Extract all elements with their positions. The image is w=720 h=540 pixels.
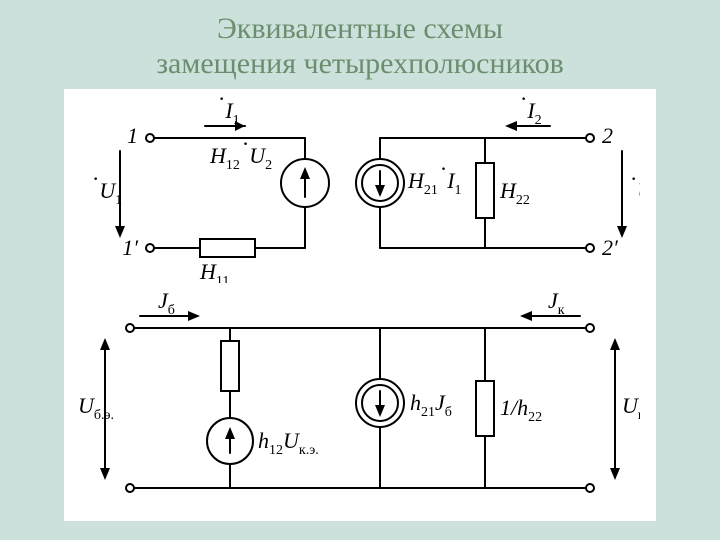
c2-Jb: Jб <box>158 288 175 318</box>
c1-U2: ·U2 <box>630 166 640 208</box>
circuit-2: Jб Jк Uб.э. Uк.э. h12Uк.э. h21Jб 1/h22 <box>80 283 640 513</box>
c1-H21I1: H21·I1 <box>407 156 462 198</box>
c1-U1: ·U1 <box>92 166 122 208</box>
c1-I2: ·I2 <box>520 93 542 128</box>
c2-h21Jb: h21Jб <box>410 390 452 420</box>
slide-title: Эквивалентные схемы замещения четырехпол… <box>0 0 720 89</box>
c2-h12Uke: h12Uк.э. <box>258 428 319 458</box>
title-line-1: Эквивалентные схемы <box>217 12 503 45</box>
c2-Jk: Jк <box>548 288 565 318</box>
c1-I1: ·I1 <box>218 93 240 128</box>
circuit-1: 1 1′ 2 2′ ·I1 ·I2 ·U1 ·U2 H11 H22 H12·U2… <box>80 93 640 283</box>
c1-node-1: 1 <box>127 123 138 148</box>
c1-node-2p: 2′ <box>602 235 619 260</box>
c2-1h22: 1/h22 <box>500 395 542 425</box>
c2-Ube: Uб.э. <box>80 393 114 423</box>
figure-panel: 1 1′ 2 2′ ·I1 ·I2 ·U1 ·U2 H11 H22 H12·U2… <box>64 89 656 521</box>
c1-node-1p: 1′ <box>122 235 139 260</box>
c2-Uke: Uк.э. <box>622 393 640 423</box>
c1-H11: H11 <box>199 259 229 283</box>
c1-node-2: 2 <box>602 123 613 148</box>
c1-H22: H22 <box>499 178 530 208</box>
title-line-2: замещения четырехполюсников <box>156 47 564 80</box>
